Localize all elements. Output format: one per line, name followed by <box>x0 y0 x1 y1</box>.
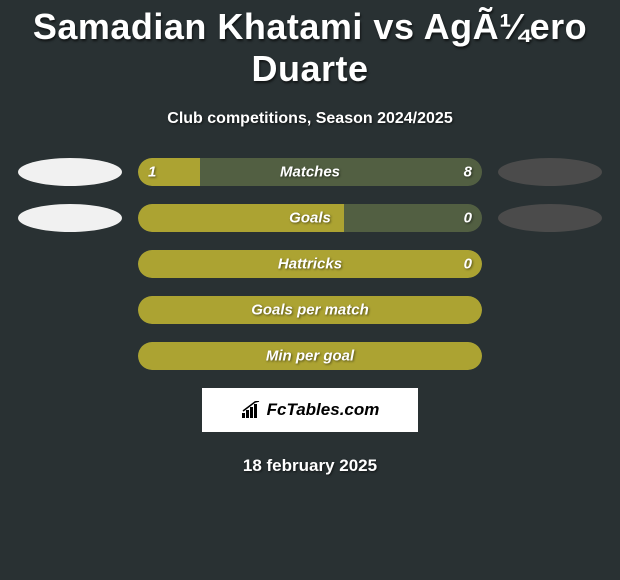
player-right-ellipse <box>498 204 602 232</box>
comparison-row: 0Hattricks <box>0 250 620 278</box>
subtitle: Club competitions, Season 2024/2025 <box>0 110 620 128</box>
date-text: 18 february 2025 <box>0 456 620 476</box>
stat-bar-fill <box>138 204 344 232</box>
comparison-row: 0Goals <box>0 204 620 232</box>
comparison-row: 18Matches <box>0 158 620 186</box>
stat-bar: Min per goal <box>138 342 482 370</box>
stat-bar-fill <box>138 250 482 278</box>
chart-icon <box>241 401 263 419</box>
comparison-row: Goals per match <box>0 296 620 324</box>
stat-right-value: 0 <box>464 256 472 273</box>
player-left-ellipse <box>18 158 122 186</box>
player-left-ellipse <box>18 204 122 232</box>
stat-bar: Goals per match <box>138 296 482 324</box>
logo-text: FcTables.com <box>267 400 380 420</box>
comparison-row: Min per goal <box>0 342 620 370</box>
stat-bar: 0Hattricks <box>138 250 482 278</box>
stat-left-value: 1 <box>148 164 156 181</box>
stat-right-value: 8 <box>464 164 472 181</box>
player-right-ellipse <box>498 158 602 186</box>
page-title: Samadian Khatami vs AgÃ¼ero Duarte <box>0 0 620 90</box>
stat-bar: 0Goals <box>138 204 482 232</box>
logo-box: FcTables.com <box>202 388 418 432</box>
logo: FcTables.com <box>241 400 380 420</box>
stat-bar-fill <box>138 342 482 370</box>
comparison-rows: 18Matches0Goals0HattricksGoals per match… <box>0 158 620 370</box>
stat-bar-fill <box>138 296 482 324</box>
stat-bar: 18Matches <box>138 158 482 186</box>
stat-right-value: 0 <box>464 210 472 227</box>
